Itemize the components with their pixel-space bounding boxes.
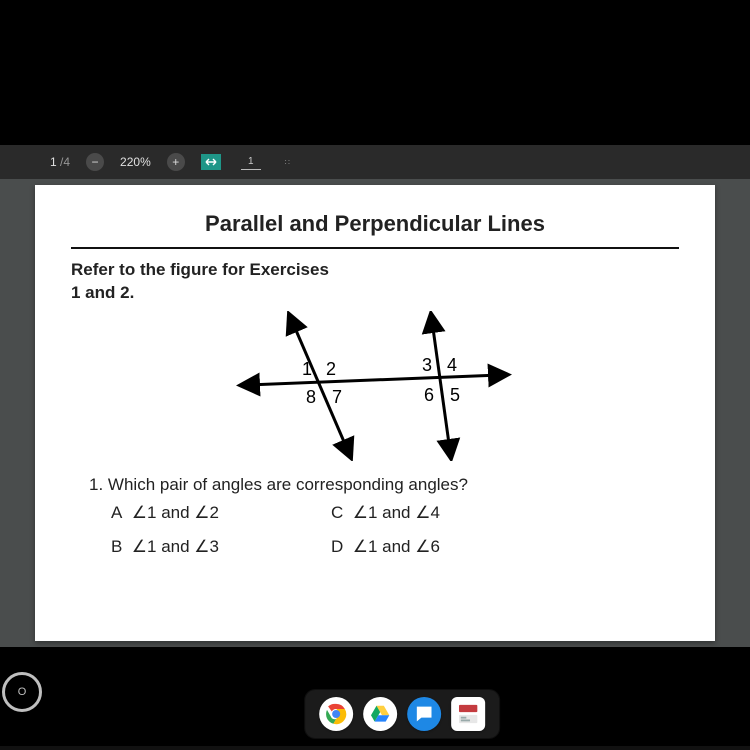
chromeos-shelf: [305, 690, 499, 738]
figure-container: 1 2 8 7 3 4 6 5: [71, 311, 679, 461]
angle-diagram: 1 2 8 7 3 4 6 5: [225, 311, 525, 461]
pdf-toolbar: 1 /4 − 220% + 1 ∷: [0, 145, 750, 179]
page-current: 1: [50, 155, 57, 169]
assistant-ring-label: O: [18, 686, 27, 698]
question-number: 1.: [89, 475, 103, 494]
instruction-text: Refer to the figure for Exercises 1 and …: [71, 259, 679, 305]
google-drive-icon[interactable]: [363, 697, 397, 731]
laptop-bottom-edge: [0, 746, 750, 750]
angle-7-label: 7: [332, 387, 342, 407]
instruction-line-1: Refer to the figure for Exercises: [71, 259, 679, 282]
zoom-out-icon[interactable]: −: [86, 153, 104, 171]
transversal-line: [248, 375, 500, 385]
zoom-in-icon[interactable]: +: [167, 153, 185, 171]
angle-5-label: 5: [450, 385, 460, 405]
zoom-level[interactable]: 220%: [120, 155, 151, 169]
angle-1-label: 1: [302, 359, 312, 379]
chrome-icon[interactable]: [319, 697, 353, 731]
worksheet-page: Parallel and Perpendicular Lines Refer t…: [35, 185, 715, 641]
page-title: Parallel and Perpendicular Lines: [71, 209, 679, 249]
assistant-ring-icon[interactable]: O: [2, 672, 42, 712]
document-viewport: Parallel and Perpendicular Lines Refer t…: [0, 179, 750, 653]
angle-8-label: 8: [306, 387, 316, 407]
page-indicator: 1 /4: [50, 155, 70, 169]
fit-width-icon[interactable]: [201, 154, 221, 170]
right-line: [432, 321, 450, 451]
page-total: /4: [60, 155, 70, 169]
messages-icon[interactable]: [407, 697, 441, 731]
question-1: 1. Which pair of angles are correspondin…: [89, 475, 679, 495]
angle-2-label: 2: [326, 359, 336, 379]
angle-3-label: 3: [422, 355, 432, 375]
option-b: B ∠1 and ∠3: [111, 537, 311, 557]
option-a: A ∠1 and ∠2: [111, 503, 311, 523]
question-text-body: Which pair of angles are corresponding a…: [108, 475, 468, 494]
left-line: [292, 321, 348, 451]
page-jump-input[interactable]: 1: [241, 155, 261, 170]
answer-options: A ∠1 and ∠2 C ∠1 and ∠4 B ∠1 and ∠3 D ∠1…: [111, 503, 679, 557]
option-c: C ∠1 and ∠4: [331, 503, 531, 523]
angle-6-label: 6: [424, 385, 434, 405]
textbook-app-icon[interactable]: [451, 697, 485, 731]
angle-4-label: 4: [447, 355, 457, 375]
toolbar-more-icon[interactable]: ∷: [285, 158, 292, 167]
option-d: D ∠1 and ∠6: [331, 537, 531, 557]
instruction-line-2: 1 and 2.: [71, 282, 679, 305]
black-letterbox-top: [0, 0, 750, 150]
